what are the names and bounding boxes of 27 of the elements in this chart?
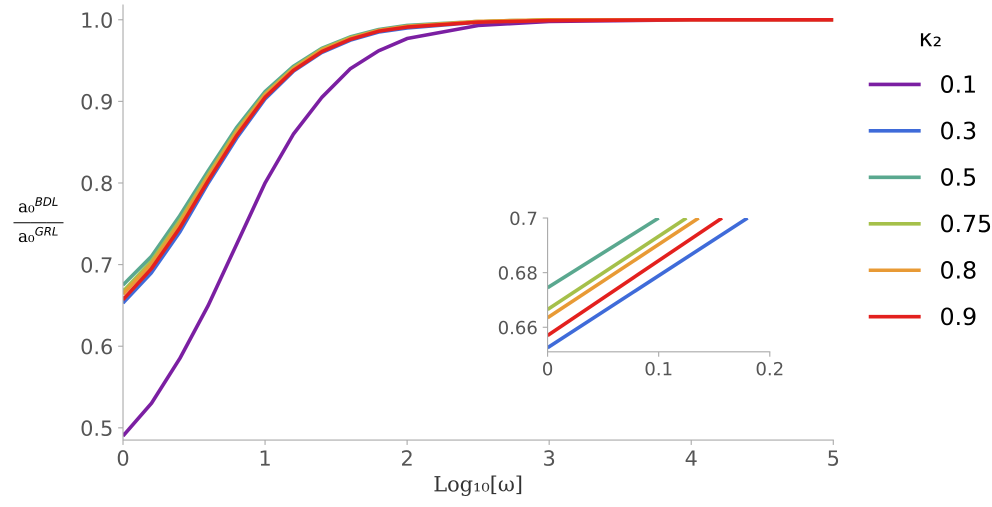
legend-label: 0.1 xyxy=(941,75,975,93)
x-axis-title: Log₁₀[ω] xyxy=(434,476,522,496)
legend-label: 0.8 xyxy=(941,260,976,279)
legend-label: 0.3 xyxy=(941,122,976,140)
y-tick-label: 0.5 xyxy=(82,420,112,436)
legend-label: 0.5 xyxy=(941,168,976,186)
legend-title: κ₂ xyxy=(920,33,941,46)
y-tick-label: 0.7 xyxy=(82,257,112,273)
x-tick-label: 4 xyxy=(686,450,697,466)
text: a₀$^{BDL}$ ――― a₀$^{GRL}$ xyxy=(13,197,64,242)
y-tick-label: 0.6 xyxy=(82,338,112,354)
x-tick-label: 5 xyxy=(828,450,838,466)
y-tick-label: 0.7 xyxy=(510,211,536,226)
x-tick-label: 3 xyxy=(544,450,554,466)
x-tick-label: 2 xyxy=(402,450,412,466)
x-tick-label: 0.2 xyxy=(756,362,782,376)
legend-label: 0.75 xyxy=(941,214,990,232)
x-tick-label: 0.1 xyxy=(646,362,672,376)
y-tick-label: 1.0 xyxy=(82,12,112,28)
y-tick-label: 0.8 xyxy=(82,175,112,192)
y-tick-label: 0.68 xyxy=(498,266,537,280)
x-tick-label: 0 xyxy=(118,450,128,466)
y-tick-label: 0.9 xyxy=(82,94,112,110)
x-tick-label: 0 xyxy=(543,362,552,376)
y-tick-label: 0.66 xyxy=(498,320,537,334)
x-tick-label: 1 xyxy=(260,450,270,466)
legend-label: 0.9 xyxy=(941,307,976,326)
